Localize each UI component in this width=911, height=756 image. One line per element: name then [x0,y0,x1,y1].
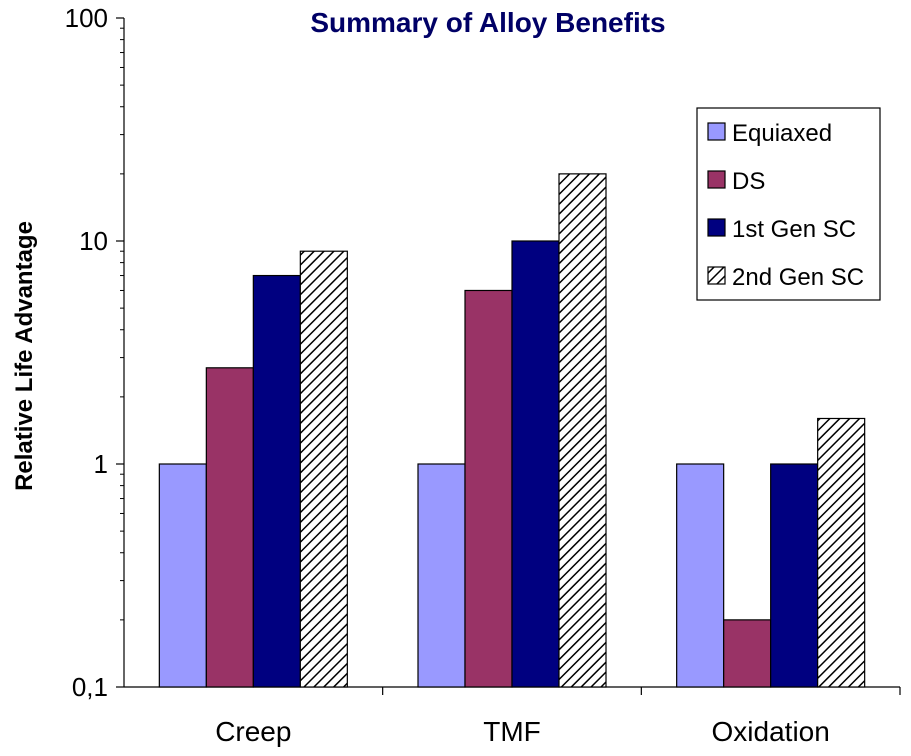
y-tick-label: 10 [79,226,108,256]
legend: Equiaxed DS 1st Gen SC 2nd Gen SC [696,107,881,301]
y-tick-label: 1 [94,449,108,479]
x-category-label: TMF [483,716,541,747]
legend-entry: 1st Gen SC [732,216,856,243]
legend-entry: DS [732,168,765,195]
legend-swatch [707,266,726,285]
x-category-label: Oxidation [712,716,830,747]
legend-entry: Equiaxed [732,120,832,147]
bar-creep-ds [205,367,254,688]
bar-creep-equiaxed [158,463,207,688]
bar-creep-2nd-gen-sc [299,250,348,688]
bar-tmf-2nd-gen-sc [558,173,607,688]
bar-tmf-ds [464,289,513,688]
y-tick-label: 100 [65,3,108,33]
chart-title: Summary of Alloy Benefits [310,7,665,38]
bar-creep-1st-gen-sc [252,274,301,688]
plot-area: 0,1 1 10 100 Creep TMF Oxidation [65,3,901,747]
y-tick-label: 0,1 [72,672,108,702]
x-category-label: Creep [215,716,291,747]
bar-tmf-equiaxed [417,463,466,688]
bar-oxidation-1st-gen-sc [770,463,819,688]
y-axis-label: Relative Life Advantage [11,221,38,491]
legend-entry: 2nd Gen SC [732,264,864,291]
legend-box [696,107,881,301]
bar-oxidation-ds [723,619,772,688]
bar-oxidation-equiaxed [676,463,725,688]
bar-tmf-1st-gen-sc [511,240,560,688]
bar-oxidation-2nd-gen-sc [817,417,866,688]
legend-swatch [707,218,726,237]
legend-swatch [707,170,726,189]
legend-swatch [707,122,726,141]
